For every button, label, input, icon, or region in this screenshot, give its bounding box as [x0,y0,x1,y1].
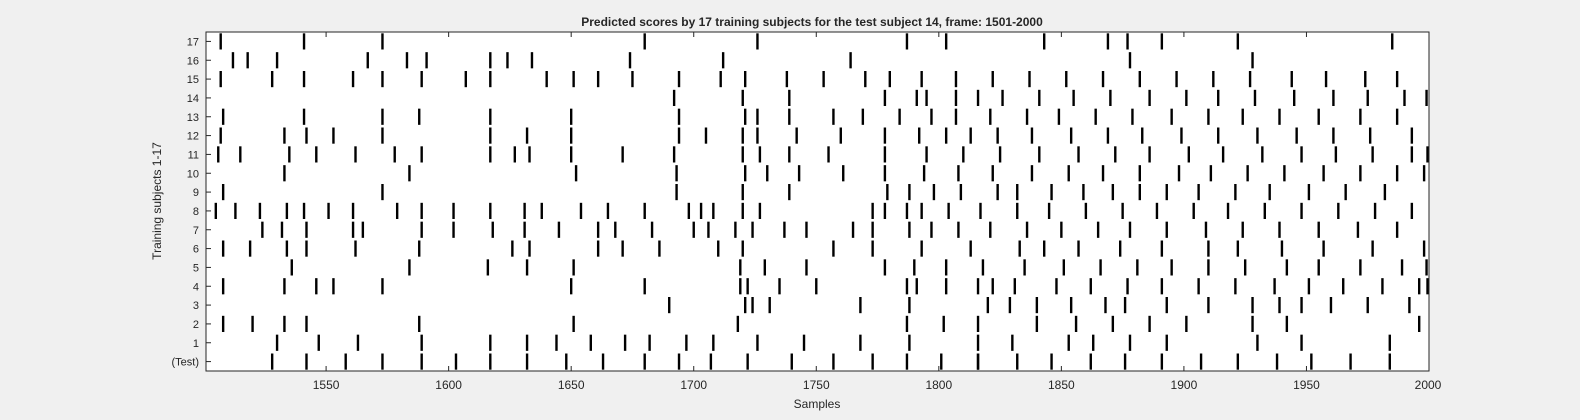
raster-row-9 [221,183,1387,201]
y-tick-label: 10 [187,168,199,180]
y-tick-label: 15 [187,74,199,86]
raster-row-8 [214,202,1414,220]
y-axis-label: Training subjects 1-17 [150,142,164,260]
y-tick-label: (Test) [172,357,200,369]
raster-row-17 [219,33,1394,50]
plot-frame [205,31,1430,372]
raster-row-16 [231,52,1254,69]
x-tick-label: 1900 [1171,378,1198,392]
raster-row-12 [219,127,1414,144]
y-tick-label: 12 [187,131,199,143]
y-tick-label: 2 [193,319,199,331]
raster-row-6 [221,240,1426,257]
raster-row-3 [668,296,1411,314]
raster-row-10 [283,165,1426,182]
y-tick-label: 13 [187,112,199,124]
raster-row-15 [219,70,1399,88]
x-axis-label: Samples [794,397,841,411]
y-tick-label: 4 [193,281,199,293]
raster-row-1 [275,334,1391,351]
x-tick-label: 1950 [1293,378,1320,392]
raster-row-4 [221,278,1429,295]
y-tick-label: 6 [193,244,199,256]
raster-row-5 [290,259,1428,276]
raster-row-2 [221,315,1421,333]
y-tick-label: 1 [193,338,199,350]
raster-row-14 [672,89,1428,107]
y-tick-label: 5 [193,262,199,274]
x-tick-label: 1850 [1048,378,1075,392]
raster-row-13 [221,108,1399,125]
y-tick-label: 14 [187,93,199,105]
plot-area[interactable] [206,32,1429,371]
y-tick-label: 17 [187,36,199,48]
x-tick-label: 1750 [803,378,830,392]
x-tick-label: 1700 [680,378,707,392]
y-tick-label: 7 [193,225,199,237]
y-tick-label: 11 [188,149,199,161]
x-tick-label: 1650 [558,378,585,392]
x-tick-label: 1600 [435,378,462,392]
x-tick-label: 1550 [313,378,340,392]
x-axis-ticks: 1550 1600 1650 1700 1750 1800 1850 1900 1950 2000 [313,32,1442,392]
y-tick-label: 3 [193,300,199,312]
raster-row-7 [261,221,1399,238]
y-tick-label: 8 [193,206,199,218]
raster-row-11 [217,146,1429,163]
raster-row-0 [270,353,1391,370]
spike-marks [214,33,1429,370]
chart-title: Predicted scores by 17 training subjects… [581,15,1043,29]
x-tick-label: 1800 [925,378,952,392]
y-tick-label: 9 [193,187,199,199]
y-tick-label: 16 [187,55,199,67]
x-tick-label: 2000 [1415,378,1442,392]
